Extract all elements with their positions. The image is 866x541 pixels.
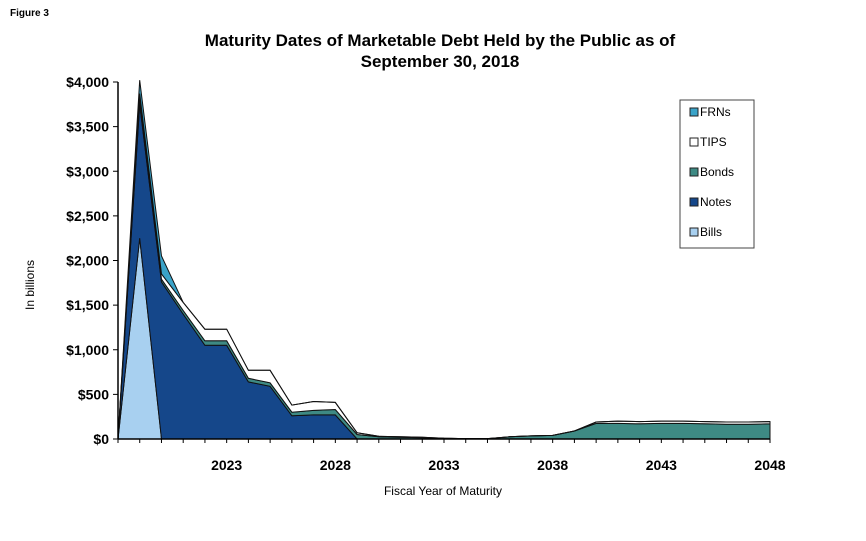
chart-title-line1: Maturity Dates of Marketable Debt Held b… [204,31,676,50]
legend-label-tips: TIPS [700,135,727,149]
figure-label: Figure 3 [10,8,49,19]
legend-label-notes: Notes [700,195,731,209]
legend-label-bills: Bills [700,225,722,239]
area-notes [117,104,770,440]
series-areas [117,80,771,440]
y-axis-title: In billions [23,260,37,310]
axes [113,81,771,443]
legend-swatch-bonds [689,167,699,177]
x-tick-label: 2033 [428,457,459,473]
x-tick-label: 2043 [646,457,677,473]
x-tick-label: 2048 [754,457,785,473]
y-tick-label: $2,000 [66,253,109,269]
legend-label-frns: FRNs [700,105,731,119]
y-tick-label: $2,500 [66,208,109,224]
chart-title: Maturity Dates of Marketable Debt Held b… [140,30,740,72]
legend: FRNs TIPS Bonds Notes Bills [679,99,755,249]
legend-swatch-notes [689,197,699,207]
y-tick-labels: $0 $500 $1,000 $1,500 $2,000 $2,500 $3,000 $3,5… [66,74,109,447]
y-tick-label: $500 [78,386,109,402]
chart-title-line2: September 30, 2018 [360,52,520,71]
y-tick-label: $3,500 [66,119,109,135]
y-tick-label: $0 [93,431,109,447]
y-tick-label: $1,000 [66,342,109,358]
x-axis-title: Fiscal Year of Maturity [384,484,502,498]
legend-swatch-bills [689,227,699,237]
x-tick-label: 2028 [320,457,351,473]
x-tick-label: 2038 [537,457,568,473]
area-frns [117,80,771,440]
y-tick-label: $3,000 [66,163,109,179]
x-tick-labels: 2023 2028 2033 2038 2043 2048 [211,457,786,473]
x-tick-label: 2023 [211,457,242,473]
legend-swatch-frns [689,107,699,117]
legend-swatch-tips [689,137,699,147]
y-tick-label: $1,500 [66,297,109,313]
legend-label-bonds: Bonds [700,165,734,179]
y-tick-label: $4,000 [66,74,109,90]
